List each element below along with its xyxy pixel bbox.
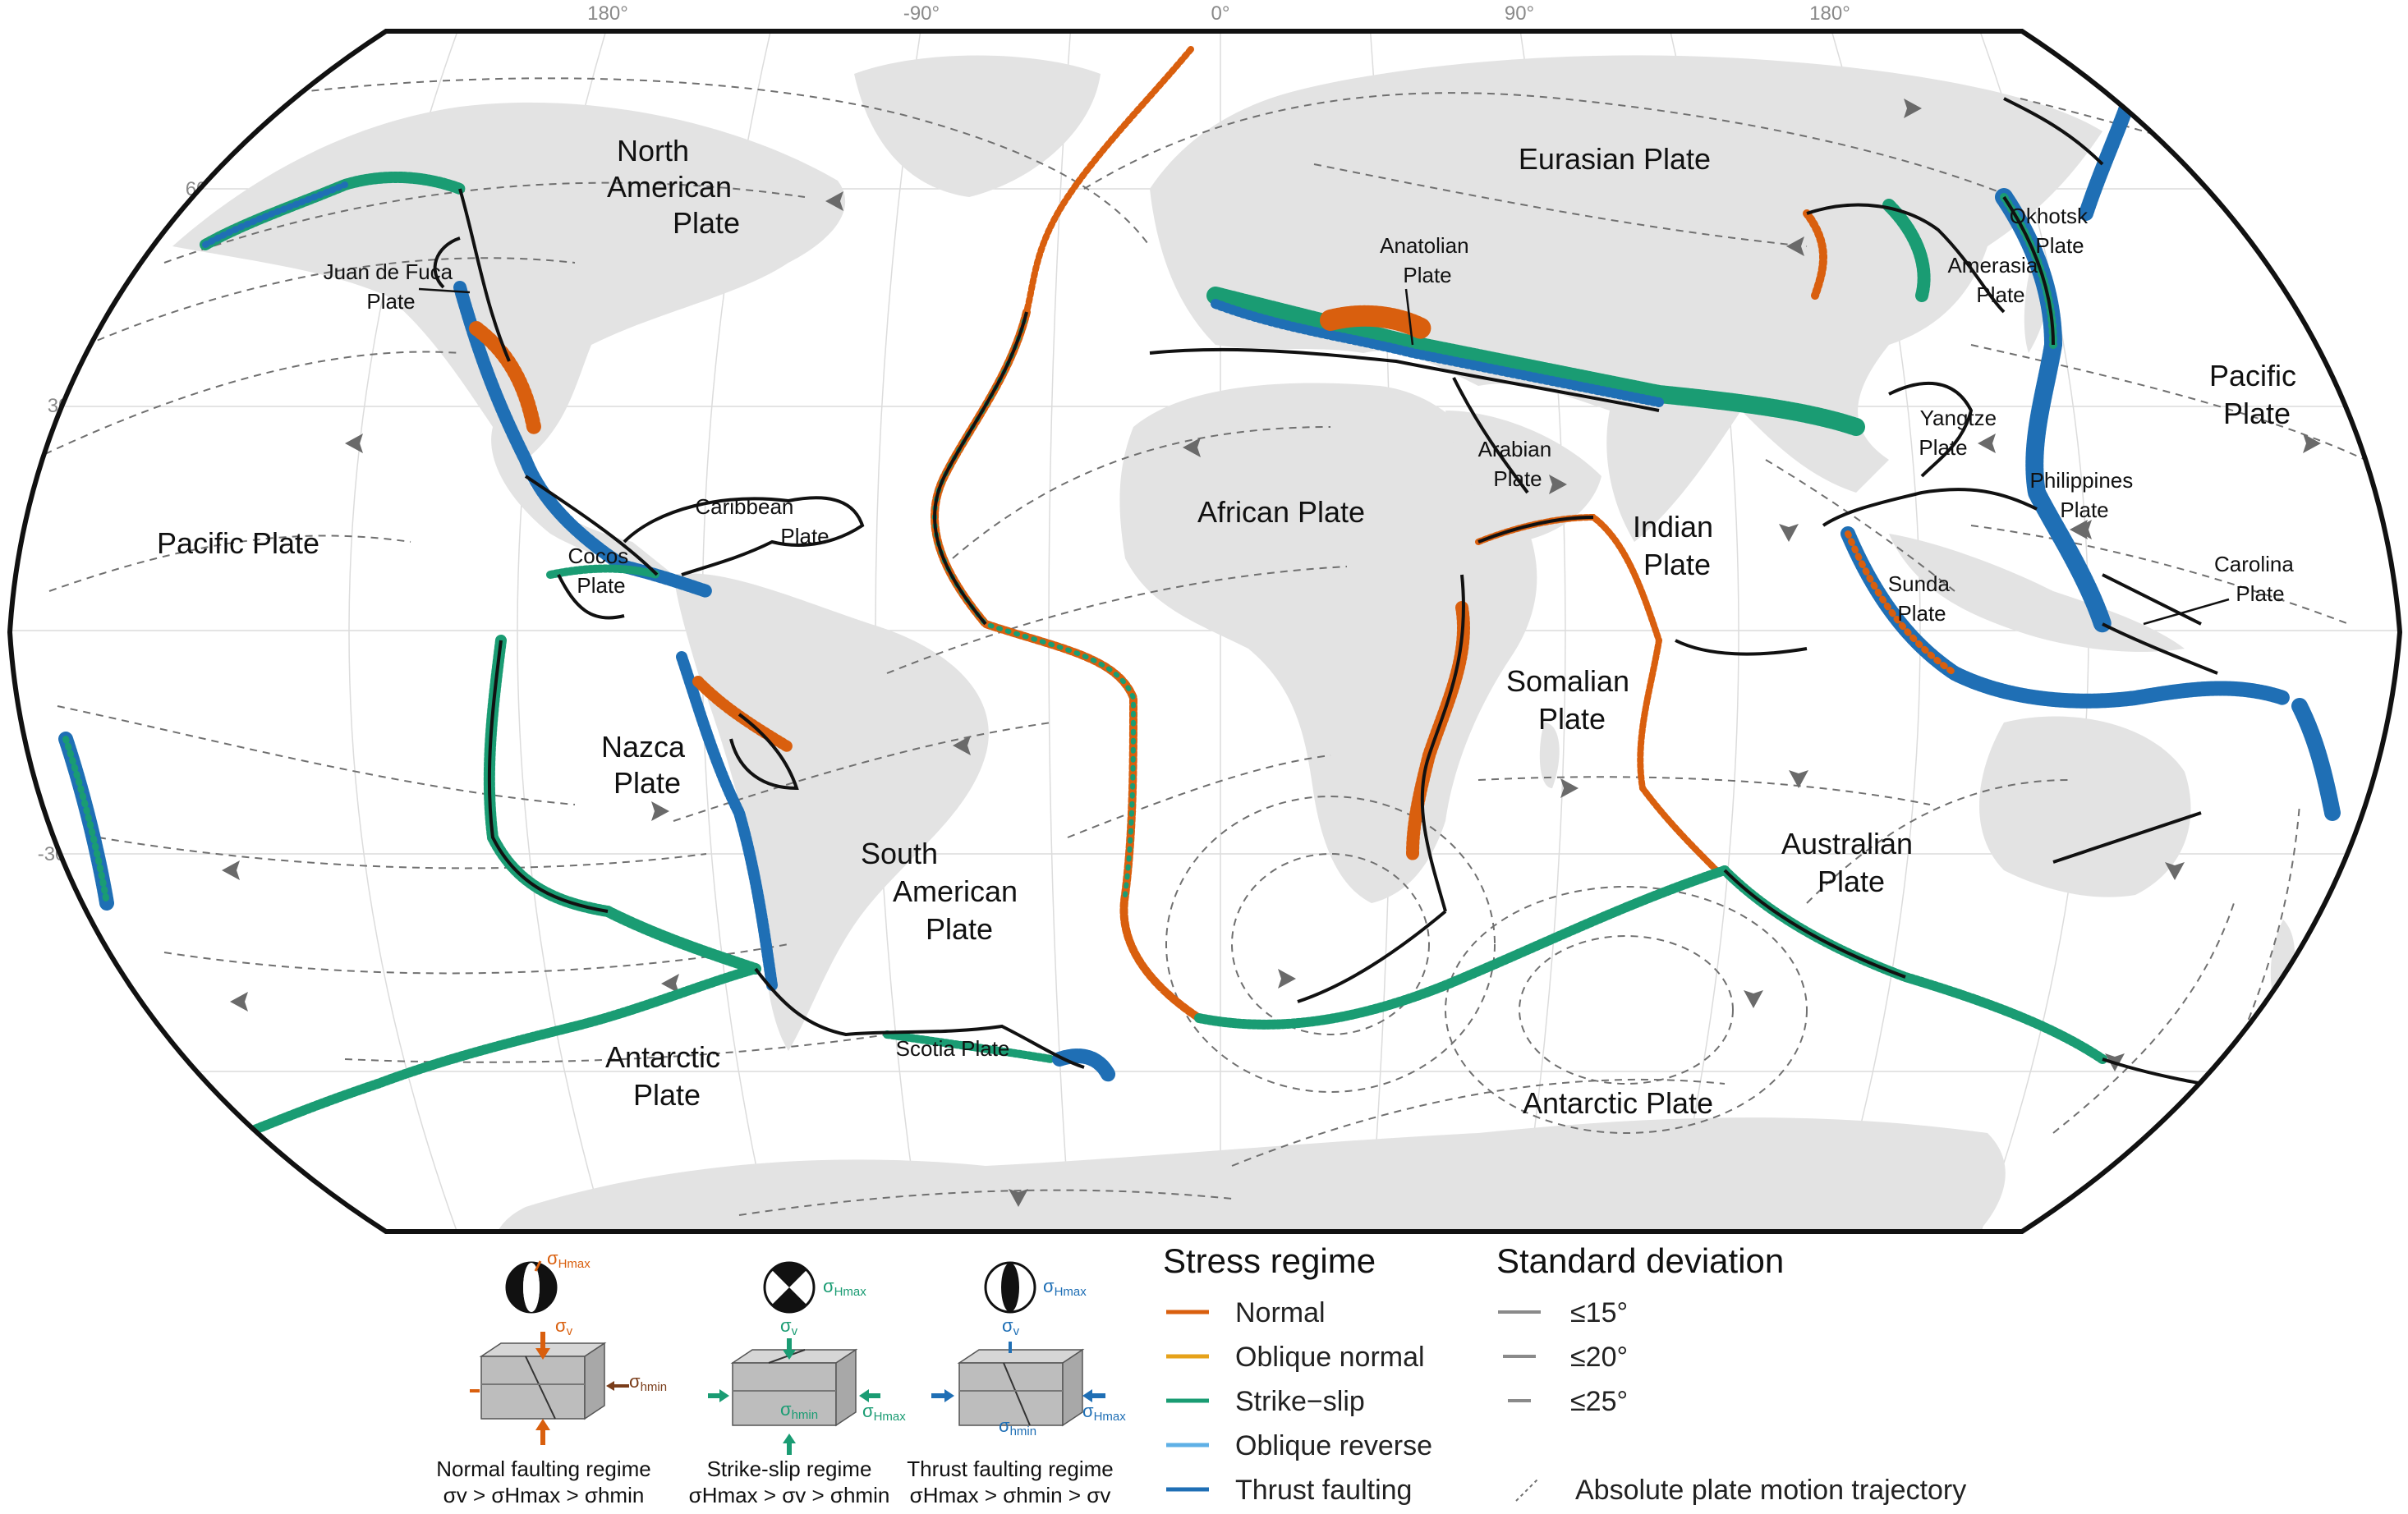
plate-label-juan-de-fuca: Juan de Fuca Plate xyxy=(324,259,459,314)
plate-labels: North American Plate Eurasian Plate Paci… xyxy=(157,134,2305,1120)
leader-lines xyxy=(418,287,2230,626)
plate-label-eurasian: Eurasian Plate xyxy=(1519,142,1711,176)
plate-label-african: African Plate xyxy=(1197,495,1365,529)
strike-slip-regime-diagram: σHmax σv σhmin σHmax Strike-slip regime … xyxy=(689,1261,906,1507)
africa-land xyxy=(1119,383,1537,903)
normal-regime-inequality: σv > σHmax > σhmin xyxy=(443,1483,645,1507)
thrust-regime-inequality: σHmax > σhmin > σv xyxy=(910,1483,1111,1507)
thrust-hmax-block-label: σHmax xyxy=(1082,1401,1126,1424)
thrust-v-label: σv xyxy=(1002,1315,1020,1338)
globe-content xyxy=(10,31,2400,1232)
stress-label-oblique-reverse: Oblique reverse xyxy=(1235,1430,1432,1461)
lon-label-0: 0° xyxy=(1211,2,1230,25)
thrust-stress-arrows xyxy=(931,1342,1105,1402)
stress-label-strike-slip: Strike−slip xyxy=(1235,1386,1365,1417)
strike-slip-stress-arrows xyxy=(708,1338,880,1455)
sd-legend-title: Standard deviation xyxy=(1496,1241,1784,1280)
stress-legend-item-oblique-reverse: Oblique reverse xyxy=(1166,1430,1432,1461)
strike-slip-regime-caption: Strike-slip regime xyxy=(707,1457,872,1481)
plate-label-pacific-east: Pacific Plate xyxy=(157,526,319,560)
trajectory-label: Absolute plate motion trajectory xyxy=(1575,1475,1966,1506)
plate-label-pacific-west: Pacific Plate xyxy=(2209,359,2305,430)
south-america-land xyxy=(673,573,989,1051)
plate-label-amerasia: Amerasia Plate xyxy=(1947,253,2043,307)
strike-slip-beachball-icon xyxy=(763,1261,816,1314)
plate-label-antarctic-east: Antarctic Plate xyxy=(1523,1086,1713,1120)
thrust-fault-block xyxy=(957,1348,1085,1427)
thrust-regime-diagram: σHmax σv σhmin σHmax Thrust faulting reg… xyxy=(907,1261,1126,1507)
normal-v-label: σv xyxy=(555,1315,573,1338)
strike-slip-hmin-label: σhmin xyxy=(780,1399,818,1422)
stress-legend-item-strike-slip: Strike−slip xyxy=(1166,1386,1365,1417)
plate-label-south-american: South American Plate xyxy=(861,837,1026,946)
plate-label-indian: Indian Plate xyxy=(1633,510,1721,581)
plate-label-australian: Australian Plate xyxy=(1781,827,1921,898)
strike-slip-hmax-block-label: σHmax xyxy=(862,1401,906,1424)
plate-label-arabian: Arabian Plate xyxy=(1478,437,1558,491)
stress-regime-legend: Stress regime Normal Oblique normal Stri… xyxy=(1163,1241,1432,1506)
sd-legend-item-15: ≤15° xyxy=(1498,1297,1628,1328)
sd-label-15: ≤15° xyxy=(1570,1297,1628,1328)
trajectory-legend-item: Absolute plate motion trajectory xyxy=(1515,1475,1966,1506)
thrust-beachball-icon xyxy=(984,1261,1036,1314)
normal-stress-arrows xyxy=(470,1332,629,1445)
strike-slip-regime-inequality: σHmax > σv > σhmin xyxy=(689,1483,890,1507)
lon-label-90w: -90° xyxy=(903,2,940,25)
normal-regime-caption: Normal faulting regime xyxy=(436,1457,651,1481)
stress-label-oblique-normal: Oblique normal xyxy=(1235,1342,1425,1373)
north-america-land xyxy=(172,102,846,576)
strike-slip-hmax-label: σHmax xyxy=(823,1276,866,1299)
plate-label-antarctic-west: Antarctic Plate xyxy=(605,1040,728,1112)
stress-legend-item-thrust: Thrust faulting xyxy=(1166,1475,1412,1506)
thrust-regime-caption: Thrust faulting regime xyxy=(907,1457,1113,1481)
stress-legend-title: Stress regime xyxy=(1163,1241,1376,1280)
plate-label-scotia: Scotia Plate xyxy=(896,1036,1010,1061)
lon-label-90e: 90° xyxy=(1505,2,1534,25)
plate-label-carolina: Carolina Plate xyxy=(2214,552,2300,606)
plate-label-anatolian: Anatolian Plate xyxy=(1380,233,1475,287)
thrust-hmin-label: σhmin xyxy=(999,1415,1036,1438)
normal-hmax-label: σHmax xyxy=(547,1248,591,1271)
land-masses xyxy=(172,55,2295,1232)
thrust-hmax-label: σHmax xyxy=(1043,1276,1087,1299)
plate-label-north-american: North American Plate xyxy=(607,134,740,240)
strike-slip-fault-block xyxy=(730,1348,858,1427)
lon-label-180e: 180° xyxy=(1809,2,1850,25)
madagascar-land xyxy=(1539,723,1560,788)
standard-deviation-legend: Standard deviation ≤15° ≤20° ≤25° Absolu… xyxy=(1496,1241,1966,1506)
normal-beachball-icon xyxy=(505,1261,558,1314)
stress-legend-item-normal: Normal xyxy=(1166,1297,1326,1328)
plate-label-philippines: Philippines Plate xyxy=(2030,468,2139,522)
antarctica-land xyxy=(493,1117,2006,1232)
stress-label-thrust: Thrust faulting xyxy=(1235,1475,1412,1506)
arabia-land xyxy=(1445,411,1602,542)
plate-label-sunda: Sunda Plate xyxy=(1888,571,1955,626)
trajectory-swatch xyxy=(1515,1479,1538,1502)
plate-label-yangtze: Yangtze Plate xyxy=(1919,406,2002,460)
plate-label-somalian: Somalian Plate xyxy=(1506,664,1638,736)
strike-slip-v-label: σv xyxy=(780,1315,798,1338)
plate-label-nazca: Nazca Plate xyxy=(601,730,693,800)
sd-legend-item-25: ≤25° xyxy=(1508,1386,1628,1417)
normal-hmin-label: σhmin xyxy=(629,1371,667,1394)
motion-arrows xyxy=(222,99,2321,1207)
map-frame xyxy=(7,29,2403,1234)
plate-label-caribbean: Caribbean Plate xyxy=(695,494,829,548)
plate-label-cocos: Cocos Plate xyxy=(568,544,635,598)
lon-label-180w: 180° xyxy=(587,2,628,25)
normal-regime-diagram: σHmax σv σhmin Normal faulting regime σv… xyxy=(436,1248,667,1507)
stress-label-normal: Normal xyxy=(1235,1297,1326,1328)
australia-land xyxy=(1979,716,2191,897)
longitude-labels: 180° -90° 0° 90° 180° xyxy=(587,2,1850,25)
sd-legend-item-20: ≤20° xyxy=(1503,1342,1628,1373)
plate-label-okhotsk: Okhotsk Plate xyxy=(2010,204,2094,258)
sd-label-25: ≤25° xyxy=(1570,1386,1628,1417)
stress-legend-item-oblique-normal: Oblique normal xyxy=(1166,1342,1425,1373)
sd-label-20: ≤20° xyxy=(1570,1342,1628,1373)
europe-asia-land xyxy=(1150,55,2102,543)
plate-boundaries xyxy=(433,97,2251,1094)
